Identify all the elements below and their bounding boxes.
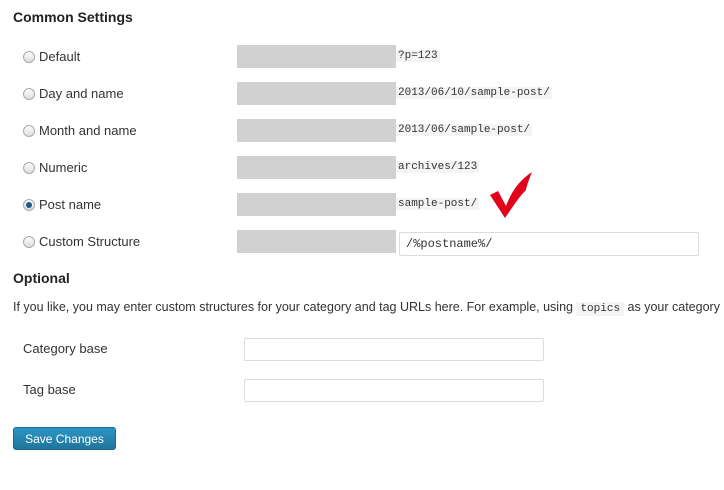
topics-code: topics (576, 302, 625, 316)
save-changes-button[interactable]: Save Changes (13, 427, 116, 450)
checkmark-icon (490, 172, 532, 218)
tag-base-input[interactable] (244, 379, 544, 402)
example-url: 2013/06/10/sample-post/ (396, 87, 552, 99)
radio-custom-structure[interactable] (23, 236, 35, 248)
common-settings-heading: Common Settings (13, 9, 133, 25)
option-label: Custom Structure (39, 234, 141, 249)
option-default[interactable]: Default ?p=123 (0, 45, 724, 69)
option-label: Post name (39, 197, 102, 212)
redacted-url-prefix (237, 230, 396, 253)
radio-day-and-name[interactable] (23, 88, 35, 100)
option-day-and-name[interactable]: Day and name 2013/06/10/sample-post/ (0, 82, 724, 106)
option-custom-structure[interactable]: Custom Structure /%postname%/ (0, 230, 724, 256)
redacted-url-prefix (237, 193, 396, 216)
option-month-and-name[interactable]: Month and name 2013/06/sample-post/ (0, 119, 724, 143)
category-base-label: Category base (23, 341, 108, 356)
redacted-url-prefix (237, 119, 396, 142)
option-label: Numeric (39, 160, 88, 175)
option-label: Month and name (39, 123, 137, 138)
radio-default[interactable] (23, 51, 35, 63)
optional-heading: Optional (13, 270, 70, 286)
radio-month-and-name[interactable] (23, 125, 35, 137)
example-url: archives/123 (396, 161, 480, 173)
optional-description: If you like, you may enter custom struct… (13, 300, 724, 316)
example-url: sample-post/ (396, 198, 480, 210)
option-label: Default (39, 49, 81, 64)
radio-post-name[interactable] (23, 199, 35, 211)
category-base-input[interactable] (244, 338, 544, 361)
redacted-url-prefix (237, 82, 396, 105)
option-numeric[interactable]: Numeric archives/123 (0, 156, 724, 180)
custom-structure-input[interactable]: /%postname%/ (399, 232, 699, 256)
redacted-url-prefix (237, 156, 396, 179)
radio-numeric[interactable] (23, 162, 35, 174)
option-label: Day and name (39, 86, 124, 101)
example-url: 2013/06/sample-post/ (396, 124, 533, 136)
option-post-name[interactable]: Post name sample-post/ (0, 193, 724, 217)
tag-base-label: Tag base (23, 382, 76, 397)
redacted-url-prefix (237, 45, 396, 68)
example-url: ?p=123 (396, 50, 440, 62)
